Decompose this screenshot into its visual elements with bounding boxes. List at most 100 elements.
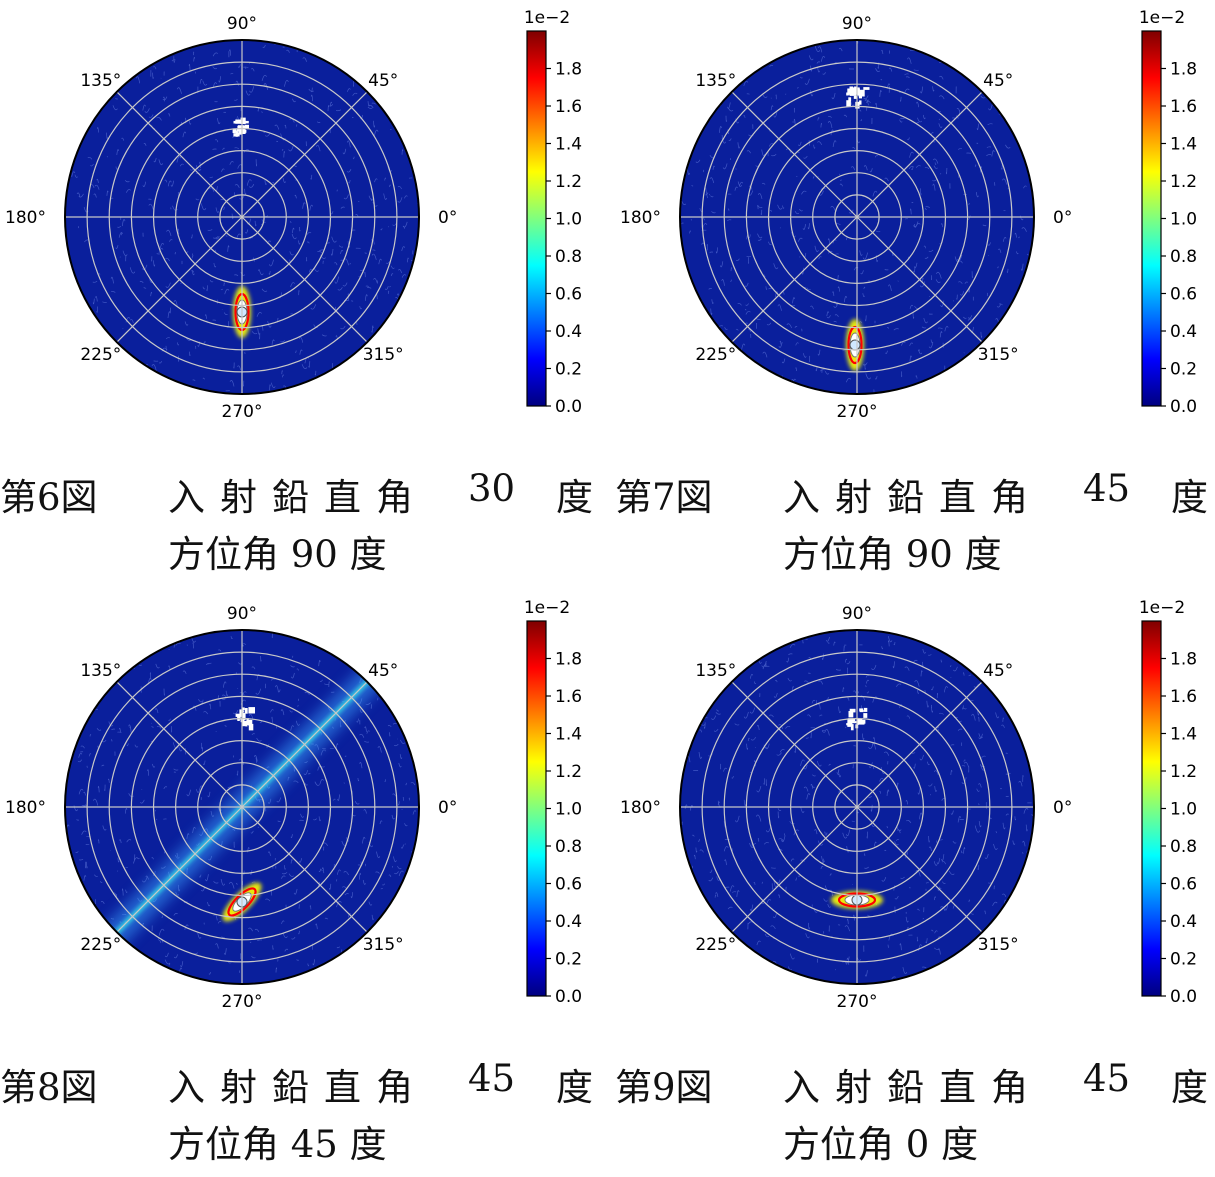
angular-tick-label: 135°: [695, 71, 736, 91]
colorbar: [1141, 620, 1162, 997]
angular-tick-label: 135°: [80, 71, 121, 91]
caption-word: 射: [220, 476, 257, 519]
polar-chart: 0° 45° 90° 135° 180° 225° 270° 315° 0.0 0.2 0.4 0.6…: [620, 8, 1197, 422]
colorbar-tick-label: 0.8: [555, 247, 582, 267]
angular-tick-label: 45°: [983, 661, 1013, 681]
colorbar-multiplier: 1e−2: [524, 598, 570, 618]
angle-unit: 度: [556, 476, 593, 519]
colorbar-tick-label: 1.6: [555, 687, 582, 707]
angular-tick-label: 180°: [5, 798, 46, 818]
colorbar-tick-label: 0.0: [1170, 397, 1197, 417]
angular-tick-label: 225°: [80, 935, 121, 955]
colorbar-tick-label: 1.6: [1170, 97, 1197, 117]
caption-word: 角: [991, 476, 1028, 519]
angular-tick-label: 0°: [438, 208, 457, 228]
colorbar-tick-label: 0.0: [555, 397, 582, 417]
colorbar-multiplier: 1e−2: [524, 8, 570, 28]
angle-unit: 度: [1171, 1066, 1208, 1109]
specular-peak: [846, 319, 864, 371]
colorbar-tick-label: 0.8: [1170, 247, 1197, 267]
caption-word: 鉛: [887, 1066, 924, 1109]
figure-caption: 第7図 入射鉛直角 45 度方位角 90 度: [615, 467, 1215, 587]
angular-tick-label: 225°: [695, 345, 736, 365]
angle-unit: 度: [1171, 476, 1208, 519]
polar-grid: [65, 40, 419, 394]
angular-tick-label: 45°: [368, 71, 398, 91]
colorbar-tick-label: 1.6: [555, 97, 582, 117]
polar-panel: 0° 45° 90° 135° 180° 225° 270° 315° 0.0 0.2 0.4 0.6…: [615, 590, 1215, 1171]
colorbar-tick-label: 1.2: [555, 172, 582, 192]
angular-tick-label: 135°: [80, 661, 121, 681]
angular-tick-label: 315°: [978, 935, 1019, 955]
angular-tick-label: 180°: [620, 208, 661, 228]
colorbar-tick-label: 1.8: [1170, 650, 1197, 670]
colorbar-multiplier: 1e−2: [1139, 8, 1185, 28]
caption-word: 直: [324, 476, 361, 519]
azimuth-caption: 方位角 45 度: [168, 1123, 387, 1166]
caption-word: 直: [939, 1066, 976, 1109]
caption-word: 鉛: [272, 1066, 309, 1109]
incidence-angle: 30: [468, 467, 516, 510]
caption-word: 射: [220, 1066, 257, 1109]
colorbar-tick-label: 0.6: [1170, 285, 1197, 305]
caption-word: 角: [376, 1066, 413, 1109]
angle-unit: 度: [556, 1066, 593, 1109]
colorbar-tick-label: 0.4: [555, 912, 582, 932]
colorbar-tick-label: 0.6: [555, 285, 582, 305]
colorbar-tick-label: 1.2: [1170, 172, 1197, 192]
angular-tick-label: 0°: [1053, 208, 1072, 228]
caption-word: 鉛: [887, 476, 924, 519]
angular-tick-label: 90°: [842, 604, 872, 624]
polar-chart: 0° 45° 90° 135° 180° 225° 270° 315° 0.0 0.2 0.4 0.6…: [5, 598, 582, 1012]
colorbar-tick-label: 1.6: [1170, 687, 1197, 707]
angular-tick-label: 225°: [695, 935, 736, 955]
colorbar-tick-label: 0.6: [1170, 875, 1197, 895]
colorbar: [526, 620, 547, 997]
colorbar-tick-label: 1.8: [1170, 60, 1197, 80]
caption-word: 角: [376, 476, 413, 519]
colorbar-tick-label: 1.8: [555, 60, 582, 80]
polar-chart: 0° 45° 90° 135° 180° 225° 270° 315° 0.0 0.2 0.4 0.6…: [620, 598, 1197, 1012]
angular-tick-label: 0°: [438, 798, 457, 818]
polar-frame: [679, 629, 1035, 985]
polar-panel: 0° 45° 90° 135° 180° 225° 270° 315° 0.0 0.2 0.4 0.6…: [0, 0, 607, 581]
polar-panel: 0° 45° 90° 135° 180° 225° 270° 315° 0.0 0.2 0.4 0.6…: [615, 0, 1215, 581]
figure-number: 第9図: [615, 1066, 713, 1109]
angular-tick-label: 0°: [1053, 798, 1072, 818]
figure-number: 第6図: [0, 476, 98, 519]
colorbar-tick-label: 0.4: [555, 322, 582, 342]
angular-tick-label: 45°: [983, 71, 1013, 91]
colorbar-tick-label: 0.8: [1170, 837, 1197, 857]
azimuth-caption: 方位角 90 度: [783, 533, 1002, 576]
colorbar: [1141, 30, 1162, 407]
angular-tick-label: 135°: [695, 661, 736, 681]
angular-tick-label: 270°: [222, 402, 263, 422]
angular-tick-label: 90°: [227, 604, 257, 624]
polar-frame: [679, 39, 1035, 395]
colorbar-tick-label: 1.4: [555, 135, 582, 155]
angular-tick-label: 315°: [978, 345, 1019, 365]
figure-caption: 第8図 入射鉛直角 45 度方位角 45 度: [0, 1057, 615, 1177]
angular-tick-label: 315°: [363, 345, 404, 365]
figure-number: 第7図: [615, 476, 713, 519]
caption-word: 鉛: [272, 476, 309, 519]
angular-tick-label: 270°: [837, 992, 878, 1012]
polar-frame: [64, 39, 420, 395]
colorbar-multiplier: 1e−2: [1139, 598, 1185, 618]
colorbar-tick-label: 0.8: [555, 837, 582, 857]
azimuth-caption: 方位角 90 度: [168, 533, 387, 576]
figure-caption: 第6図 入射鉛直角 30 度方位角 90 度: [0, 467, 615, 587]
angular-tick-label: 45°: [368, 661, 398, 681]
azimuth-caption: 方位角 0 度: [783, 1123, 979, 1166]
colorbar: [526, 30, 547, 407]
polar-grid: [680, 630, 1034, 984]
colorbar-tick-label: 1.0: [1170, 800, 1197, 820]
caption-word: 射: [835, 476, 872, 519]
colorbar-tick-label: 1.0: [1170, 210, 1197, 230]
caption-word: 入: [783, 476, 820, 519]
angular-tick-label: 270°: [837, 402, 878, 422]
angular-tick-label: 90°: [842, 14, 872, 34]
incidence-angle: 45: [1083, 467, 1131, 510]
polar-chart: 0° 45° 90° 135° 180° 225° 270° 315° 0.0 0.2 0.4 0.6…: [5, 8, 582, 422]
colorbar-tick-label: 1.4: [1170, 135, 1197, 155]
